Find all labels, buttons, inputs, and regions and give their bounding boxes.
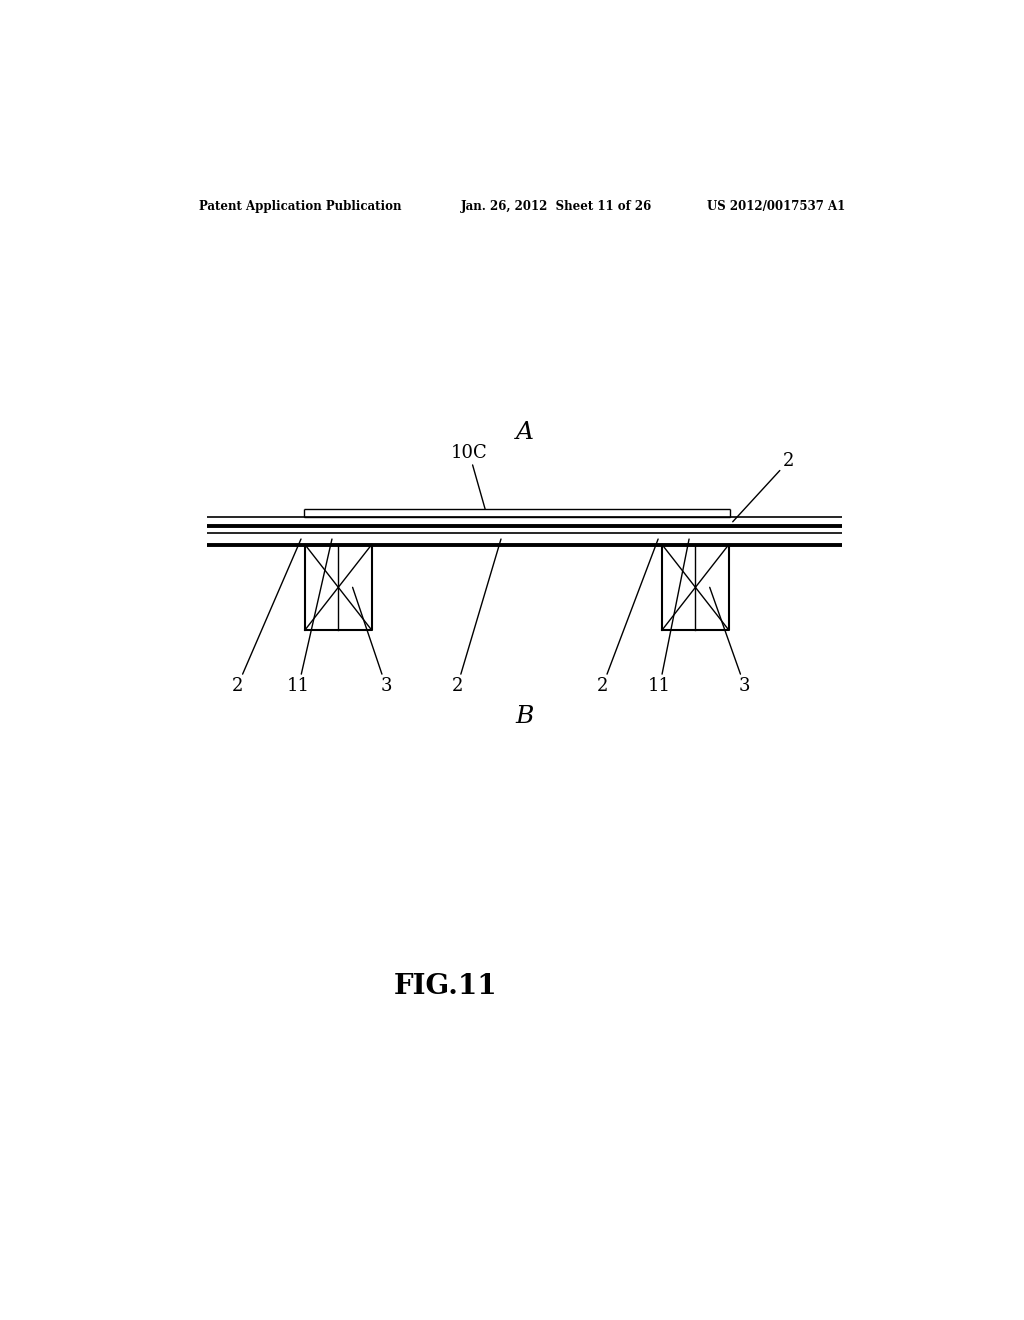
Text: Patent Application Publication: Patent Application Publication [200,199,402,213]
Text: Jan. 26, 2012  Sheet 11 of 26: Jan. 26, 2012 Sheet 11 of 26 [461,199,652,213]
Text: B: B [516,705,534,727]
Text: 2: 2 [597,539,658,694]
Text: 2: 2 [733,453,794,521]
Text: A: A [516,421,534,445]
Text: 2: 2 [231,539,301,694]
Text: FIG.11: FIG.11 [393,973,498,1001]
Text: 3: 3 [710,587,751,694]
Text: US 2012/0017537 A1: US 2012/0017537 A1 [708,199,846,213]
Text: 2: 2 [452,539,501,694]
Text: 3: 3 [352,587,391,694]
Text: 11: 11 [648,539,689,694]
Text: 10C: 10C [451,444,487,510]
Text: 11: 11 [287,539,332,694]
